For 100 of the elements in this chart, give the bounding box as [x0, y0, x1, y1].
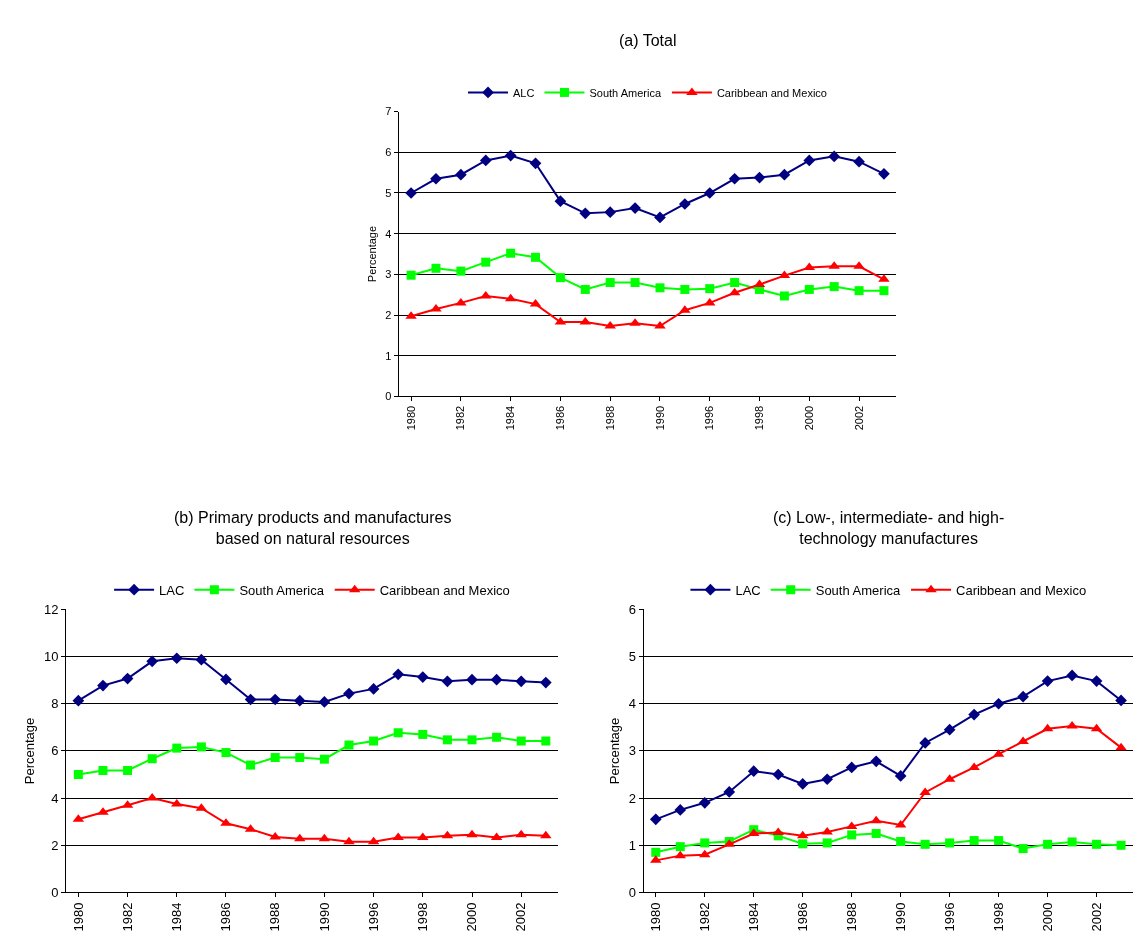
point	[1115, 742, 1127, 751]
point	[244, 693, 257, 706]
x-tick-label: 1980	[404, 405, 417, 431]
point	[870, 755, 883, 768]
point	[992, 697, 1005, 710]
x-tick-label: 2002	[1088, 902, 1104, 932]
point	[728, 172, 741, 185]
point	[747, 765, 760, 778]
y-tick-label: 1	[385, 349, 392, 362]
point	[406, 270, 416, 280]
point	[539, 676, 552, 689]
x-tick-label: 1984	[169, 902, 184, 932]
point	[655, 283, 665, 293]
point	[854, 286, 864, 296]
y-tick-label: 0	[628, 884, 636, 900]
point	[456, 266, 466, 276]
y-tick-label: 0	[385, 390, 392, 403]
x-tick-label: 1988	[603, 405, 616, 431]
point	[896, 836, 906, 846]
point	[828, 150, 841, 163]
legend-label: South America	[815, 582, 902, 598]
point	[540, 830, 552, 839]
point	[1067, 837, 1077, 847]
point	[919, 737, 931, 749]
point	[393, 728, 403, 738]
point	[295, 753, 305, 763]
y-axis-title: Percentage	[606, 717, 622, 785]
point	[121, 672, 134, 685]
point	[605, 278, 615, 288]
y-tick-label: 4	[628, 696, 636, 712]
y-tick-label: 4	[385, 227, 392, 240]
x-tick-label: 1996	[365, 902, 381, 932]
point	[441, 675, 454, 688]
point	[675, 842, 685, 852]
point	[392, 668, 405, 681]
x-tick-label: 1984	[504, 405, 517, 431]
point	[630, 278, 640, 288]
legend-label: ALC	[513, 86, 535, 99]
y-tick-label: 4	[51, 790, 59, 806]
point	[481, 257, 491, 267]
point	[945, 838, 955, 848]
y-tick-label: 3	[385, 268, 392, 281]
x-tick-label: 1998	[415, 902, 431, 932]
point	[753, 171, 766, 184]
point	[369, 736, 379, 746]
x-tick-label: 1998	[990, 902, 1006, 932]
x-tick-label: 1988	[843, 902, 859, 932]
point	[269, 693, 282, 706]
point	[123, 766, 133, 776]
point	[221, 748, 231, 758]
point	[604, 206, 617, 218]
point	[829, 282, 839, 292]
y-tick-label: 0	[51, 884, 59, 900]
point	[1041, 675, 1054, 687]
chart-title: (b) Primary products and manufactures based on natural resources	[174, 509, 452, 547]
legend-label: Caribbean and Mexico	[716, 86, 827, 99]
point	[579, 207, 592, 220]
point	[680, 284, 690, 294]
point	[246, 760, 256, 770]
point	[779, 291, 789, 301]
point	[172, 743, 182, 753]
point	[649, 813, 662, 826]
x-tick-label: 1986	[794, 902, 810, 932]
legend-label: South America	[589, 86, 662, 99]
x-tick-label: 1982	[119, 902, 135, 932]
point	[442, 735, 452, 745]
point	[431, 263, 441, 273]
point	[968, 708, 980, 721]
point	[674, 804, 687, 816]
y-tick-label: 5	[628, 649, 636, 665]
point	[772, 827, 784, 836]
point	[994, 836, 1004, 846]
x-tick-label: 1998	[753, 405, 766, 431]
point	[73, 770, 83, 780]
y-tick-label: 5	[385, 186, 392, 199]
legend-label: LAC	[159, 582, 185, 598]
point	[293, 694, 306, 707]
point	[580, 284, 590, 294]
point	[1018, 844, 1028, 854]
point	[798, 839, 808, 849]
point	[270, 753, 280, 763]
point	[319, 754, 329, 764]
point	[195, 653, 208, 666]
point	[778, 168, 791, 181]
point	[467, 735, 477, 745]
point	[416, 671, 429, 683]
point	[220, 673, 232, 686]
y-tick-label: 6	[51, 743, 59, 759]
point	[516, 736, 526, 746]
x-tick-label: 1990	[653, 405, 666, 431]
point	[894, 770, 907, 782]
point	[969, 836, 979, 846]
point	[72, 694, 85, 707]
point	[679, 198, 691, 210]
x-tick-label: 1986	[553, 405, 566, 431]
point	[97, 679, 109, 692]
point	[822, 838, 832, 848]
point	[146, 655, 159, 668]
point	[466, 829, 478, 838]
point	[871, 828, 881, 838]
